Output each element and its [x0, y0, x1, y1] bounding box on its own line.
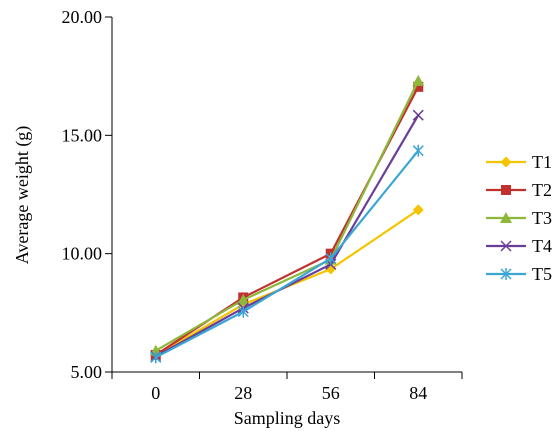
- data-point-t5: [150, 351, 162, 364]
- legend-marker-t4: [500, 240, 512, 252]
- legend-label-t3: T3: [532, 208, 552, 228]
- x-tick-label: 56: [322, 383, 340, 403]
- legend-item-t1: T1: [486, 152, 552, 172]
- data-point-t1: [412, 204, 424, 216]
- y-tick-label: 5.00: [71, 362, 103, 382]
- y-axis-ticks: 5.00 10.00 15.00 20.00: [62, 7, 112, 382]
- legend-label-t1: T1: [532, 152, 552, 172]
- series-t2: [150, 81, 424, 360]
- series-line-t5: [155, 150, 420, 359]
- legend-item-t3: T3: [486, 208, 552, 228]
- series-t4: [150, 109, 424, 363]
- legend-item-t5: T5: [486, 264, 552, 284]
- legend: T1 T2 T3 T4 T5: [486, 152, 552, 284]
- legend-marker-t2: [501, 185, 511, 195]
- x-axis-ticks: 0 28 56 84: [111, 372, 463, 403]
- series-t5: [150, 144, 424, 364]
- x-tick-label: 84: [409, 383, 427, 403]
- series-line-t2: [155, 86, 420, 356]
- legend-item-t2: T2: [486, 180, 552, 200]
- data-point-t3: [237, 293, 250, 305]
- data-point-t4: [412, 109, 424, 121]
- series-t3: [149, 74, 425, 356]
- marker-stroke: [500, 240, 512, 252]
- legend-marker-t1: [500, 156, 512, 168]
- legend-item-t4: T4: [486, 236, 552, 256]
- series-line-t3: [155, 80, 420, 352]
- chart-axes: [111, 17, 462, 373]
- x-tick-label: 0: [151, 383, 160, 403]
- marker-stroke: [412, 109, 424, 121]
- data-point-t5: [237, 305, 249, 318]
- data-point-t3: [412, 74, 425, 86]
- data-point-t2: [413, 81, 424, 92]
- y-tick-label: 15.00: [62, 125, 103, 145]
- legend-label-t2: T2: [532, 180, 552, 200]
- legend-label-t5: T5: [532, 264, 552, 284]
- x-axis-label: Sampling days: [234, 408, 341, 428]
- series-layer: [149, 74, 425, 364]
- legend-marker-t3: [500, 212, 512, 223]
- y-tick-label: 20.00: [62, 7, 103, 27]
- legend-marker-t5: [500, 268, 512, 280]
- data-point-t5: [325, 252, 337, 265]
- legend-label-t4: T4: [532, 236, 552, 256]
- y-tick-label: 10.00: [62, 244, 103, 264]
- x-tick-label: 28: [234, 383, 252, 403]
- y-axis-label: Average weight (g): [12, 126, 33, 265]
- data-point-t5: [412, 144, 424, 157]
